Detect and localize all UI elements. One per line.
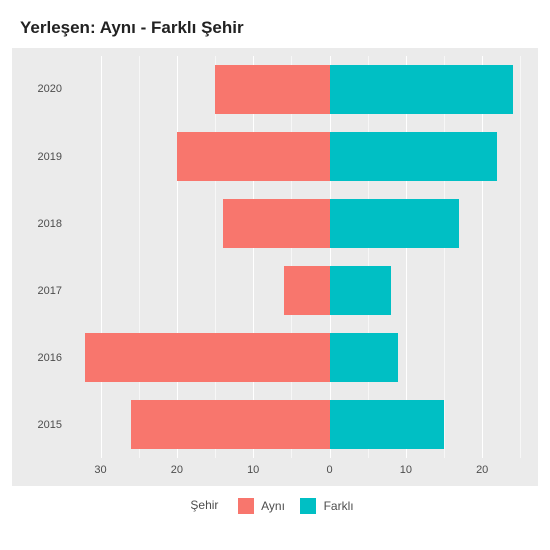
plot-inner: 30201001020202020192018201720162015 [70, 56, 528, 458]
legend-swatch-0 [238, 498, 254, 514]
gridline [330, 56, 331, 458]
legend-label-0: Aynı [261, 499, 285, 513]
gridline-minor [215, 56, 216, 458]
y-tick-label: 2015 [38, 419, 62, 431]
bar-Aynı [177, 132, 330, 182]
y-tick-label: 2019 [38, 151, 62, 163]
x-tick-label: 20 [476, 464, 488, 476]
bar-row [70, 333, 528, 383]
gridline-minor [444, 56, 445, 458]
bar-row [70, 400, 528, 450]
bar-row [70, 132, 528, 182]
chart-title: Yerleşen: Aynı - Farklı Şehir [20, 18, 538, 38]
x-tick-label: 20 [171, 464, 183, 476]
legend-label-1: Farklı [324, 499, 354, 513]
bar-Aynı [215, 65, 330, 115]
bar-Farklı [330, 400, 445, 450]
bar-row [70, 199, 528, 249]
plot-panel: 30201001020202020192018201720162015 [12, 48, 538, 486]
bar-Aynı [284, 266, 330, 316]
gridline [482, 56, 483, 458]
y-tick-label: 2016 [38, 352, 62, 364]
x-tick-label: 10 [400, 464, 412, 476]
gridline [177, 56, 178, 458]
legend: Şehir Aynı Farklı [12, 498, 538, 514]
bar-Farklı [330, 333, 399, 383]
bar-row [70, 65, 528, 115]
y-tick-label: 2020 [38, 83, 62, 95]
x-tick-label: 30 [94, 464, 106, 476]
bar-Farklı [330, 266, 391, 316]
bar-row [70, 266, 528, 316]
y-tick-label: 2017 [38, 285, 62, 297]
x-tick-label: 0 [326, 464, 332, 476]
gridline [101, 56, 102, 458]
bar-Aynı [85, 333, 329, 383]
gridline-minor [520, 56, 521, 458]
chart-container: Yerleşen: Aynı - Farklı Şehir 3020100102… [0, 0, 550, 550]
bar-Farklı [330, 132, 498, 182]
gridline-minor [291, 56, 292, 458]
legend-title: Şehir [190, 498, 218, 512]
gridline-minor [368, 56, 369, 458]
y-tick-label: 2018 [38, 218, 62, 230]
legend-swatch-1 [300, 498, 316, 514]
bar-Aynı [131, 400, 329, 450]
gridline [406, 56, 407, 458]
x-tick-label: 10 [247, 464, 259, 476]
gridline-minor [139, 56, 140, 458]
bar-Aynı [223, 199, 330, 249]
bar-Farklı [330, 65, 513, 115]
gridline [253, 56, 254, 458]
bar-Farklı [330, 199, 460, 249]
